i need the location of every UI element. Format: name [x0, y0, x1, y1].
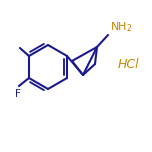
Text: NH$_2$: NH$_2$	[110, 20, 133, 34]
Text: HCl: HCl	[118, 57, 140, 71]
Text: F: F	[15, 89, 21, 99]
